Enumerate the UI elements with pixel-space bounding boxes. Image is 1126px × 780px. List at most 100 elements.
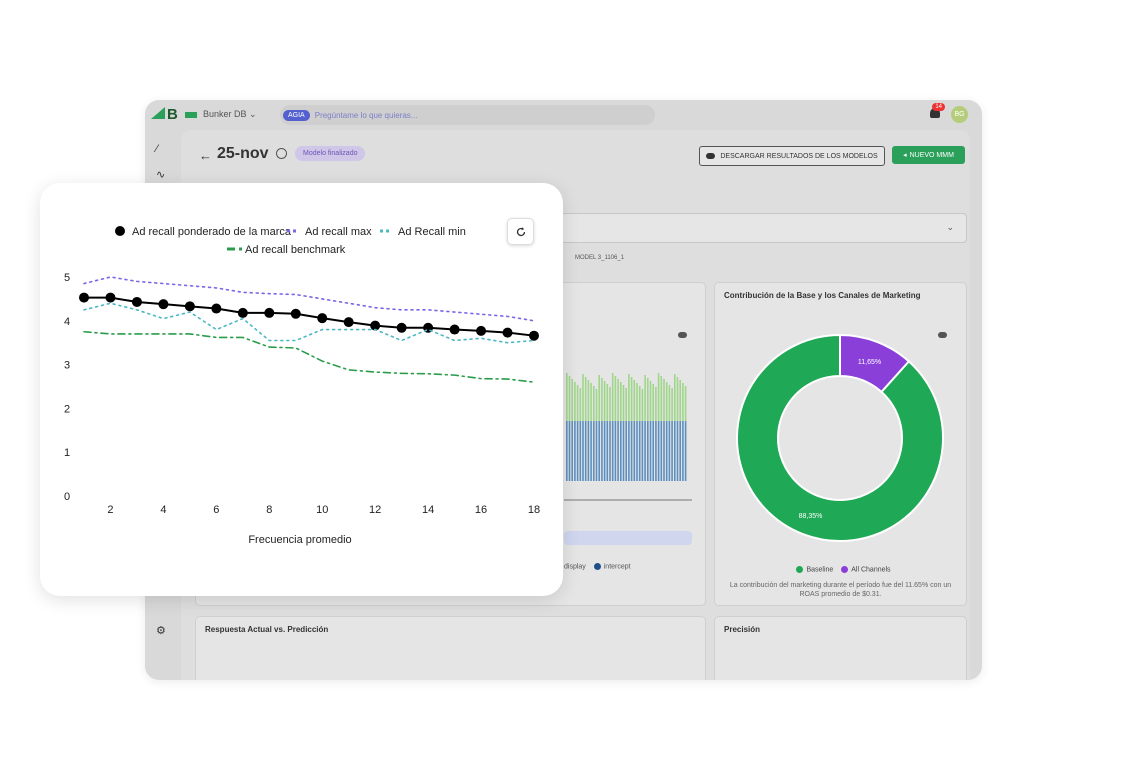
app-logo[interactable]: B	[151, 106, 178, 123]
refresh-icon	[516, 226, 525, 236]
series-line-1	[83, 296, 535, 337]
bar-base	[593, 421, 595, 481]
download-results-button[interactable]: DESCARGAR RESULTADOS DE LOS MODELOS	[699, 146, 885, 166]
series-1-point	[131, 296, 142, 307]
model-select[interactable]: ⌄	[561, 213, 967, 243]
bar-top	[641, 389, 644, 421]
bar-top	[676, 377, 679, 421]
series-1-point	[396, 322, 407, 333]
wand-icon[interactable]: ⁄	[156, 143, 158, 155]
bar-top	[568, 376, 571, 421]
download-icon[interactable]	[938, 332, 947, 338]
bar-top	[598, 375, 600, 421]
bar-top	[574, 382, 576, 421]
page-title: 25-nov	[217, 145, 269, 162]
series-line-2	[83, 276, 535, 322]
bar-base	[576, 421, 579, 481]
bell-icon[interactable]	[930, 108, 940, 118]
bar-top	[663, 379, 665, 421]
bar-base	[614, 421, 617, 481]
bar-top	[682, 383, 684, 421]
series-1-point	[184, 301, 195, 312]
bar-top	[679, 380, 681, 421]
contribution-donut: 88,35% 11,65%	[736, 333, 944, 542]
search-bar[interactable]: AGIA Pregúntame lo que quieras...	[280, 105, 655, 125]
bar-base	[668, 421, 671, 481]
series-1-point	[370, 320, 381, 331]
gear-icon[interactable]: ⚙	[156, 625, 166, 637]
top-bar: B Bunker DB ⌄ AGIA Pregúntame lo que qui…	[145, 100, 982, 130]
bar-top	[638, 386, 641, 421]
chevron-down-icon: ⌄	[946, 222, 954, 232]
bar-top	[606, 384, 609, 421]
bar-base	[671, 421, 673, 481]
bar-base	[628, 421, 630, 481]
workspace-selector[interactable]: Bunker DB ⌄	[185, 109, 257, 120]
bar-top	[630, 377, 633, 421]
bar-base	[674, 421, 676, 481]
search-placeholder: Pregúntame lo que quieras...	[314, 110, 418, 120]
legend-baseline: Baseline	[806, 566, 834, 574]
x-tick-label: 12	[369, 504, 381, 516]
chart-icon[interactable]: ∿	[156, 169, 166, 181]
settings-icon[interactable]	[276, 148, 287, 159]
workspace-name: Bunker DB	[203, 109, 247, 119]
bar-top	[614, 376, 617, 421]
x-tick-label: 2	[107, 504, 113, 516]
precision-title: Precisión	[724, 625, 761, 634]
series-1-point	[502, 327, 513, 338]
back-arrow-icon[interactable]: ←	[199, 148, 212, 163]
series-1-point	[449, 324, 460, 335]
bar-top	[617, 379, 619, 421]
bar-base	[652, 421, 654, 481]
bar-top	[644, 375, 646, 421]
decomposition-bars	[564, 373, 692, 501]
bar-base	[587, 421, 590, 481]
bar-base	[647, 421, 649, 481]
bars-legend: display intercept	[564, 563, 631, 570]
bar-base	[611, 421, 614, 481]
bar-base	[657, 421, 660, 481]
cloud-download-icon	[706, 153, 716, 159]
bar-top	[625, 388, 627, 421]
bar-base	[638, 421, 641, 481]
status-badge: Modelo finalizado	[295, 146, 366, 161]
new-mmm-button[interactable]: ◂ NUEVO MMM	[892, 146, 965, 164]
download-label: DESCARGAR RESULTADOS DE LOS MODELOS	[720, 152, 878, 160]
bar-base	[620, 421, 622, 481]
bar-top	[657, 373, 660, 421]
series-1-point	[158, 299, 169, 310]
bar-base	[582, 421, 584, 481]
tab-model[interactable]: MODEL 3_1106_1	[575, 255, 625, 261]
series-1-point	[529, 330, 539, 341]
donut-legend: Baseline All Channels	[715, 566, 966, 573]
series-1-point	[343, 317, 354, 328]
bar-top	[593, 386, 595, 421]
series-1-point	[105, 292, 116, 303]
bar-top	[636, 383, 638, 421]
bar-base	[584, 421, 587, 481]
bar-top	[655, 387, 657, 421]
bar-top	[590, 383, 592, 421]
bar-base	[663, 421, 665, 481]
download-icon[interactable]	[678, 332, 687, 338]
donut-slice	[736, 333, 944, 542]
bar-base	[603, 421, 606, 481]
bar-top	[579, 388, 582, 421]
legend-label: Ad Recall min	[398, 226, 466, 238]
series-1-point	[264, 307, 275, 318]
avatar[interactable]: BG	[951, 106, 968, 123]
response-card: Respuesta Actual vs. Predicción	[195, 616, 706, 680]
legend-baseline-dot	[796, 566, 804, 573]
bar-base	[679, 421, 681, 481]
refresh-button[interactable]	[507, 218, 534, 245]
precision-card: Precisión	[714, 616, 967, 680]
range-slider[interactable]	[564, 531, 692, 545]
bar-top	[671, 388, 673, 421]
bar-base	[625, 421, 627, 481]
bar-base	[665, 421, 668, 481]
new-mmm-label: NUEVO MMM	[909, 151, 954, 159]
series-1-point	[290, 308, 301, 319]
bar-top	[584, 377, 587, 421]
